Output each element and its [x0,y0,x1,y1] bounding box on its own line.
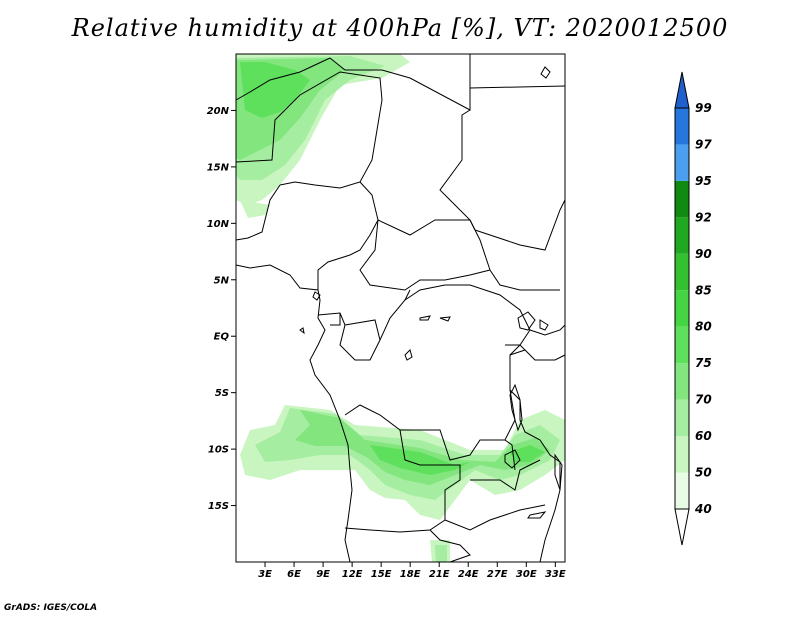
colorbar-label: 80 [695,320,712,334]
lakes-and-islands [299,66,563,519]
lat-tick-label: 5N [214,275,230,286]
colorbar-label: 92 [695,210,712,224]
lon-tick-label: 6E [287,569,301,580]
colorbar-segment [675,217,689,254]
colorbar-label: 95 [695,174,712,188]
colorbar-upper-arrow [674,71,690,109]
colorbar-segment [675,472,689,509]
lon-tick-label: 33E [545,569,566,580]
colorbar-segment [675,180,689,218]
colorbar-segment [675,399,689,437]
colorbar-segment [675,363,689,400]
humidity-patch-south [240,405,565,562]
lat-tick-label: 10N [207,219,230,230]
humidity-patch-north [236,54,410,218]
lat-tick-label: EQ [214,332,230,343]
lon-tick-label: 3E [258,569,272,580]
colorbar-legend: 40 50 60 70 75 80 85 90 92 95 97 99 [674,71,712,546]
lat-tick-label: 5S [215,388,229,399]
lat-tick-label: 15S [208,501,229,512]
colorbar-segment [675,108,689,145]
lon-tick-label: 27E [487,569,508,580]
lon-tick-label: 24E [458,569,479,580]
lon-tick-label: 21E [429,569,450,580]
colorbar-label: 99 [695,101,712,115]
lon-tick-label: 9E [316,569,330,580]
lon-tick-label: 15E [371,569,392,580]
colorbar-segment [675,144,689,181]
colorbar-segment [675,436,689,473]
lon-tick-label: 30E [516,569,537,580]
colorbar-label: 60 [695,429,712,443]
longitude-axis: 3E 6E 9E 12E 15E 18E 21E 24E 27E 30E 33E [258,562,566,580]
political-boundaries [235,54,566,563]
colorbar-lower-arrow [674,508,690,546]
lon-tick-label: 12E [342,569,363,580]
colorbar-label: 90 [695,247,712,261]
colorbar-outline [674,107,690,510]
colorbar-label: 70 [695,393,712,407]
lat-tick-label: 20N [207,106,230,117]
chart-title: Relative humidity at 400hPa [%], VT: 202… [71,14,729,42]
colorbar-label: 75 [695,356,712,370]
credit-text: GrADS: IGES/COLA [4,603,98,613]
colorbar-label: 97 [695,137,712,151]
colorbar-label: 85 [695,283,712,297]
latitude-axis: 20N 15N 10N 5N EQ 5S 10S 15S [207,106,236,512]
lat-tick-label: 15N [207,162,230,173]
colorbar-label: 50 [695,466,712,480]
colorbar-segment [675,326,689,364]
lat-tick-label: 10S [208,445,229,456]
map-frame [235,53,566,563]
colorbar-segment [675,290,689,327]
colorbar-segment [675,253,689,291]
colorbar-label: 40 [694,502,712,516]
lon-tick-label: 18E [400,569,421,580]
